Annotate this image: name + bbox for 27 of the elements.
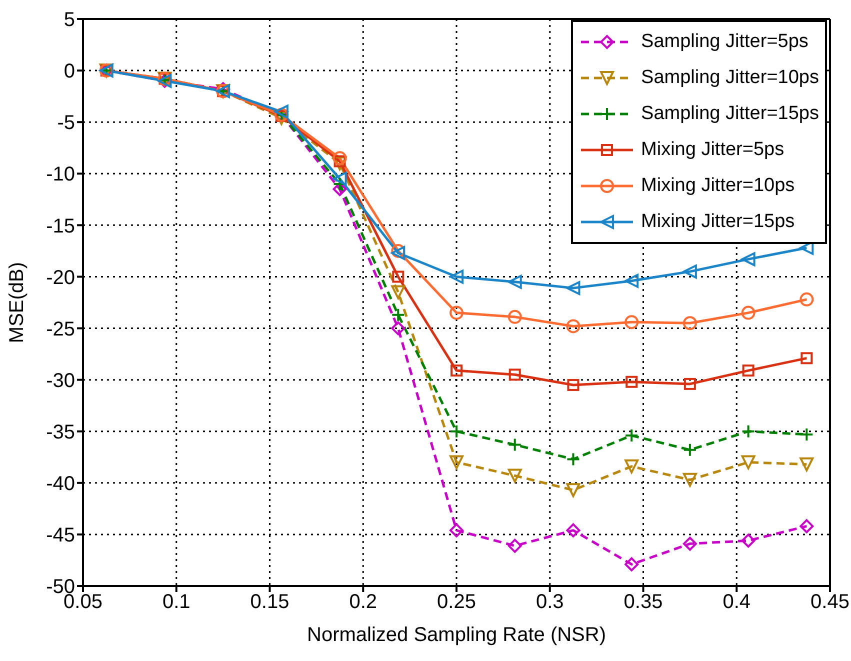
legend-label: Mixing Jitter=10ps [641,175,795,197]
x-tick-label: 0.45 [810,591,850,614]
legend-label: Mixing Jitter=5ps [641,139,784,161]
x-tick-label: 0.2 [349,591,378,614]
x-tick-label: 0.4 [722,591,751,614]
x-axis-title: Normalized Sampling Rate (NSR) [307,624,606,646]
x-tick-label: 0.35 [624,591,663,614]
y-tick-label: -20 [46,266,75,289]
y-tick-label: -25 [46,318,75,340]
x-tick-label: 0.15 [250,591,290,614]
y-tick-label: 5 [64,9,75,32]
y-axis-title: MSE(dB) [6,262,28,344]
x-tick-label: 0.3 [536,591,564,614]
legend-label: Sampling Jitter=15ps [641,103,819,125]
x-tick-label: 0.1 [162,591,190,614]
y-tick-label: -30 [46,370,75,392]
y-tick-label: -5 [57,112,75,134]
legend-label: Mixing Jitter=15ps [641,211,795,233]
y-tick-label: -15 [46,215,75,238]
legend-label: Sampling Jitter=5ps [641,31,808,53]
y-tick-label: -45 [46,524,75,547]
y-tick-label: -10 [46,164,75,186]
x-tick-label: 0.25 [437,591,476,614]
y-tick-label: 0 [64,60,75,83]
legend-label: Sampling Jitter=10ps [641,67,819,89]
y-tick-label: -40 [46,473,75,496]
y-tick-label: -35 [46,421,75,444]
